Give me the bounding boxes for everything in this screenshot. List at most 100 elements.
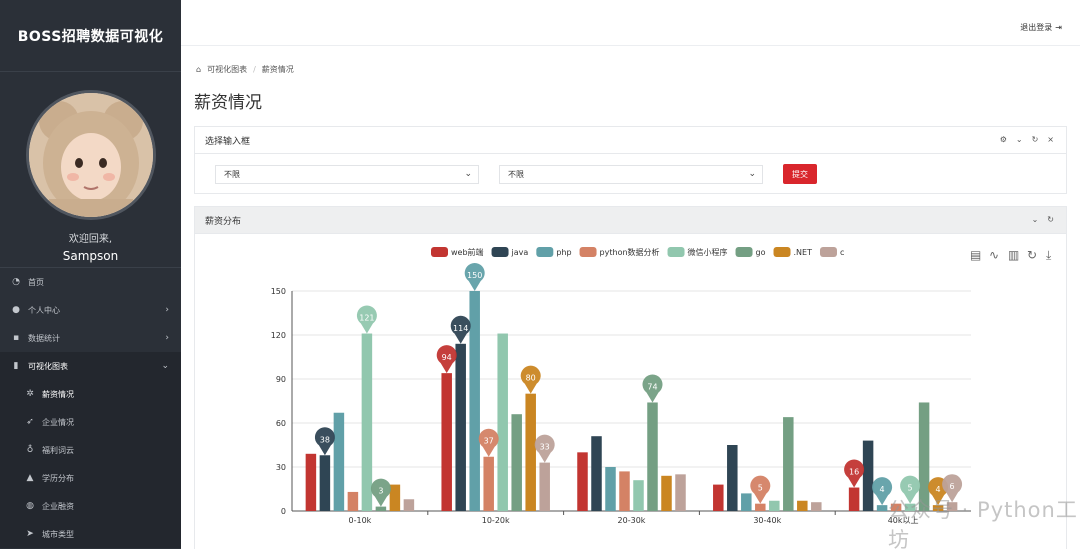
chevron-right-icon: › <box>165 305 169 315</box>
bar[interactable] <box>675 474 686 511</box>
sidebar-item-label: 企业融资 <box>42 501 74 511</box>
sidebar-subitem-salary[interactable]: ✲ 薪资情况 <box>0 380 181 408</box>
bar[interactable] <box>633 480 644 511</box>
legend-label[interactable]: c <box>840 248 844 257</box>
grid-icon: ▪ <box>12 333 20 343</box>
close-icon[interactable]: × <box>1047 135 1054 144</box>
bar[interactable] <box>713 484 724 511</box>
bar[interactable] <box>862 440 874 511</box>
bar[interactable] <box>389 484 401 511</box>
bar[interactable] <box>577 452 588 511</box>
logout-icon: ⇥ <box>1055 23 1062 32</box>
bar[interactable] <box>946 502 958 511</box>
rocket-icon: ➶ <box>26 417 34 427</box>
legend-swatch[interactable] <box>579 247 597 257</box>
bar[interactable] <box>918 402 930 511</box>
sidebar-subitem-education[interactable]: ▲ 学历分布 <box>0 464 181 492</box>
save-as-icon[interactable]: ▤ <box>970 248 981 262</box>
legend-swatch[interactable] <box>735 247 753 257</box>
bar[interactable] <box>539 462 550 511</box>
bar[interactable] <box>647 402 658 511</box>
sidebar-item-charts[interactable]: ▮ 可视化图表 ⌄ <box>0 352 181 380</box>
legend-label[interactable]: python数据分析 <box>600 247 660 257</box>
sidebar-subitem-city[interactable]: ➤ 城市类型 <box>0 520 181 548</box>
bar[interactable] <box>741 493 752 511</box>
bar[interactable] <box>661 475 672 511</box>
bar[interactable] <box>619 471 630 511</box>
legend-swatch[interactable] <box>819 247 837 257</box>
bar[interactable] <box>525 393 536 511</box>
legend-label[interactable]: java <box>511 248 529 257</box>
gear-icon[interactable]: ⚙ <box>999 135 1007 144</box>
refresh-icon[interactable]: ↻ <box>1031 135 1039 144</box>
bar[interactable] <box>904 503 916 511</box>
bar-chart-icon[interactable]: ▥ <box>1008 248 1019 262</box>
bar[interactable] <box>305 453 317 511</box>
refresh-icon[interactable]: ↻ <box>1047 215 1054 224</box>
sidebar-item-label: 城市类型 <box>42 529 74 539</box>
bar[interactable] <box>755 503 766 511</box>
bar[interactable] <box>890 503 902 511</box>
restore-icon[interactable]: ↻ <box>1027 248 1037 262</box>
chevron-down-icon[interactable]: ⌄ <box>1015 135 1023 144</box>
breadcrumb-link[interactable]: 可视化图表 <box>207 65 248 74</box>
bar[interactable] <box>333 412 345 511</box>
chevron-down-icon: ⌄ <box>748 168 756 179</box>
bar[interactable] <box>511 414 522 511</box>
legend-swatch[interactable] <box>667 247 685 257</box>
bar[interactable] <box>497 333 508 511</box>
bar[interactable] <box>361 333 373 511</box>
data-label: 4 <box>880 485 885 494</box>
legend-swatch[interactable] <box>491 247 509 257</box>
bar[interactable] <box>441 373 452 511</box>
line-chart-icon[interactable]: ∿ <box>989 248 999 262</box>
sidebar-item-home[interactable]: ◔ 首页 <box>0 268 181 296</box>
legend-swatch[interactable] <box>536 247 554 257</box>
bar[interactable] <box>605 467 616 511</box>
legend-label[interactable]: go <box>756 248 766 257</box>
bar[interactable] <box>403 499 415 511</box>
legend-label[interactable]: php <box>556 248 571 257</box>
bar[interactable] <box>375 506 387 511</box>
legend-label[interactable]: .NET <box>794 248 813 257</box>
sidebar-subitem-company[interactable]: ➶ 企业情况 <box>0 408 181 436</box>
legend-swatch[interactable] <box>431 247 448 257</box>
dashboard-icon: ◔ <box>12 277 20 287</box>
legend-label[interactable]: web前端 <box>451 247 484 257</box>
filter-panel: 选择输入框 ⚙ ⌄ ↻ × 不限 ⌄ 不限 ⌄ 提交 <box>194 126 1067 194</box>
select-job-type[interactable]: 不限 ⌄ <box>215 164 479 184</box>
bar-chart-icon: ▮ <box>13 361 19 371</box>
bar[interactable] <box>769 500 780 511</box>
legend-swatch[interactable] <box>773 247 791 257</box>
filter-panel-title: 选择输入框 <box>205 136 251 147</box>
bar[interactable] <box>811 502 822 511</box>
bar[interactable] <box>483 456 494 511</box>
chevron-down-icon[interactable]: ⌄ <box>1031 215 1039 224</box>
download-icon[interactable]: ⤓ <box>1046 248 1052 262</box>
data-label: 80 <box>526 374 536 383</box>
bar[interactable] <box>727 445 738 511</box>
bar[interactable] <box>347 491 359 511</box>
bar[interactable] <box>319 455 331 511</box>
data-marker-pin <box>942 474 963 503</box>
sidebar-item-profile[interactable]: ● 个人中心 › <box>0 296 181 324</box>
submit-button[interactable]: 提交 <box>783 164 817 184</box>
sidebar-subitem-funding[interactable]: ◍ 企业融资 <box>0 492 181 520</box>
bar[interactable] <box>932 505 944 511</box>
select-city[interactable]: 不限 ⌄ <box>499 164 763 184</box>
bar[interactable] <box>469 291 480 511</box>
bar[interactable] <box>783 417 794 511</box>
bar[interactable] <box>848 487 860 511</box>
bar[interactable] <box>797 500 808 511</box>
bar[interactable] <box>876 505 888 511</box>
bar[interactable] <box>591 436 602 511</box>
legend-label[interactable]: 微信小程序 <box>688 247 728 257</box>
chart-panel-header: 薪资分布 ⌄ ↻ <box>195 207 1066 234</box>
bar[interactable] <box>455 343 466 511</box>
logout-link[interactable]: 退出登录 ⇥ <box>1020 22 1062 33</box>
y-tick-label: 30 <box>276 463 286 472</box>
logout-label: 退出登录 <box>1020 23 1053 32</box>
sidebar-item-stats[interactable]: ▪ 数据统计 › <box>0 324 181 352</box>
sidebar-subitem-welfare[interactable]: ♁ 福利词云 <box>0 436 181 464</box>
user-profile: 欢迎回来, Sampson <box>0 72 181 268</box>
